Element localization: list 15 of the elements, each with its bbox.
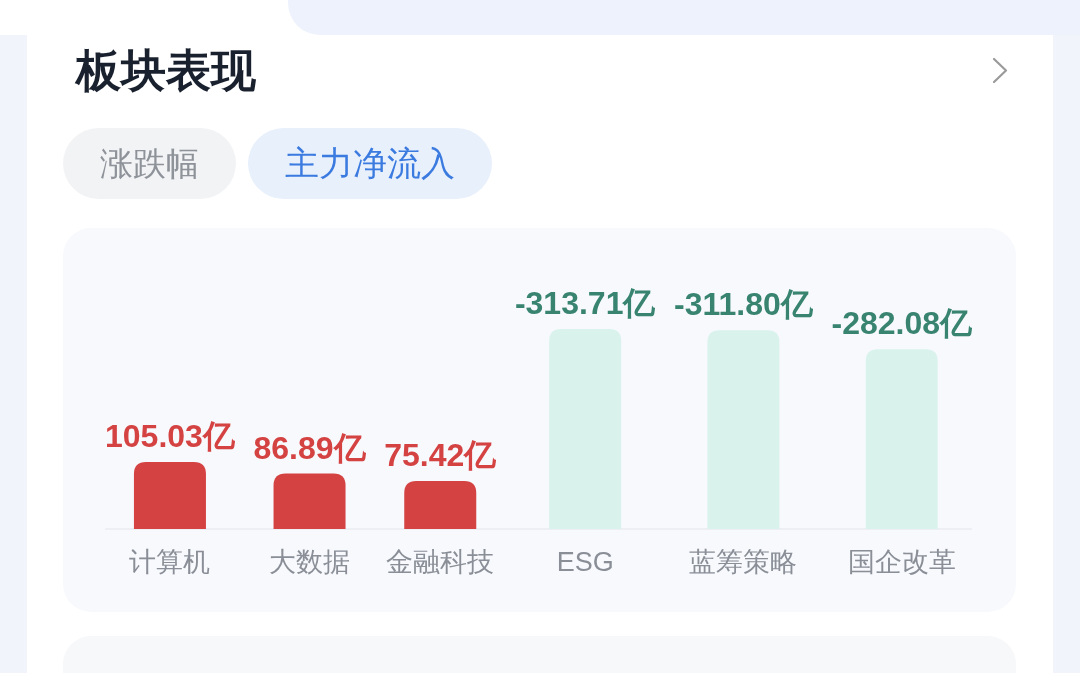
annotation: -313.71亿 [514,285,657,321]
x-tick-label: 大数据 [269,547,351,577]
text: 涨跌幅 [100,145,199,182]
chart-title: 板块表现 [74,45,257,96]
x-tick-label: ESG [556,547,614,577]
data-label: 105.03亿 [105,418,236,455]
data-label: 75.42亿 [384,436,498,473]
data-label: 86.89亿 [253,429,367,466]
x-tick-label: 金融科技 [386,547,495,577]
x-tick-label: 蓝筹策略 [689,547,798,577]
annotation: -311.80亿 [674,286,814,323]
x-tick-label: 计算机 [129,547,211,577]
x-tick-label: 国企改革 [847,547,956,577]
annotation: -282.08亿 [831,305,973,342]
chart-subtitle: 主力净流入 [285,144,455,182]
